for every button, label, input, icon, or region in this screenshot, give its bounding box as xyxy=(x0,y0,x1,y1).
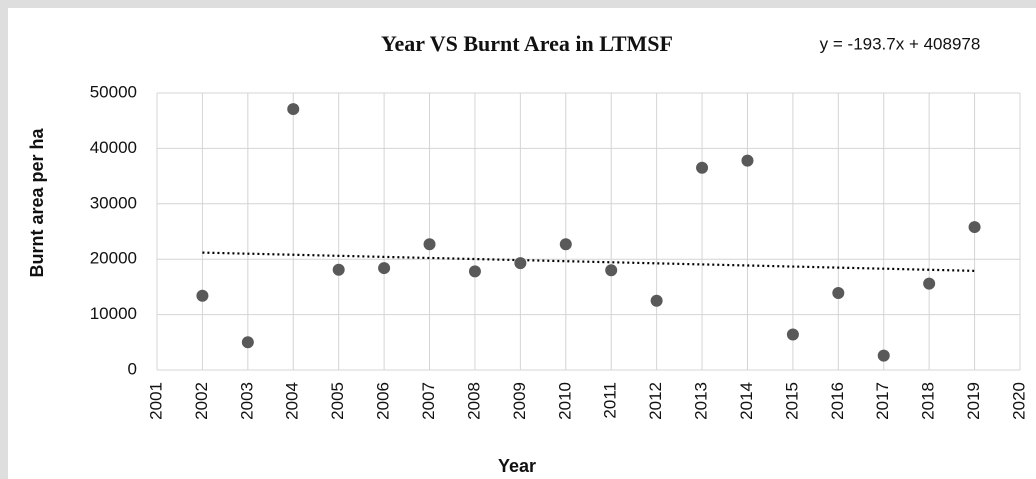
x-tick-label: 2001 xyxy=(146,382,165,420)
y-tick-label: 0 xyxy=(128,359,137,378)
x-tick-label: 2012 xyxy=(646,382,665,420)
y-tick-label: 10000 xyxy=(90,304,137,323)
y-tick-label: 40000 xyxy=(90,138,137,157)
data-point xyxy=(877,349,890,362)
data-point xyxy=(514,257,527,270)
x-tick-label: 2017 xyxy=(873,382,892,420)
x-tick-label: 2005 xyxy=(328,382,347,420)
y-tick-label: 20000 xyxy=(90,249,137,268)
x-tick-label: 2020 xyxy=(1009,382,1028,420)
data-point xyxy=(196,289,209,302)
data-point xyxy=(968,221,981,234)
data-point xyxy=(468,265,481,278)
x-axis-title: Year xyxy=(498,456,536,476)
data-point xyxy=(378,262,391,275)
trendline xyxy=(202,251,975,272)
x-tick-label: 2016 xyxy=(828,382,847,420)
data-point xyxy=(696,161,709,174)
x-tick-label: 2002 xyxy=(192,382,211,420)
x-tick-label: 2014 xyxy=(737,382,756,420)
chart-panel xyxy=(8,8,1036,479)
y-axis-title: Burnt area per ha xyxy=(27,127,47,277)
x-tick-label: 2003 xyxy=(237,382,256,420)
y-tick-label: 50000 xyxy=(90,82,137,101)
data-point xyxy=(832,286,845,299)
x-tick-label: 2013 xyxy=(692,382,711,420)
data-point xyxy=(423,238,436,251)
data-point xyxy=(332,263,345,276)
x-tick-label: 2007 xyxy=(419,382,438,420)
x-tick-label: 2011 xyxy=(601,382,620,419)
data-point xyxy=(786,328,799,341)
data-point xyxy=(241,336,254,349)
x-tick-label: 2015 xyxy=(782,382,801,420)
x-tick-label: 2010 xyxy=(555,382,574,420)
x-tick-label: 2018 xyxy=(919,382,938,420)
data-point xyxy=(605,264,618,277)
x-tick-label: 2008 xyxy=(464,382,483,420)
data-point xyxy=(650,294,663,307)
x-tick-label: 2004 xyxy=(283,382,302,420)
y-tick-label: 30000 xyxy=(90,193,137,212)
trendline-equation: y = -193.7x + 408978 xyxy=(820,34,981,53)
data-point xyxy=(741,154,754,167)
x-tick-label: 2019 xyxy=(964,382,983,420)
data-point xyxy=(923,277,936,290)
x-tick-label: 2009 xyxy=(510,382,529,420)
data-point xyxy=(287,103,300,116)
chart-title: Year VS Burnt Area in LTMSF xyxy=(381,31,673,56)
data-point xyxy=(559,238,572,251)
x-tick-label: 2006 xyxy=(374,382,393,420)
